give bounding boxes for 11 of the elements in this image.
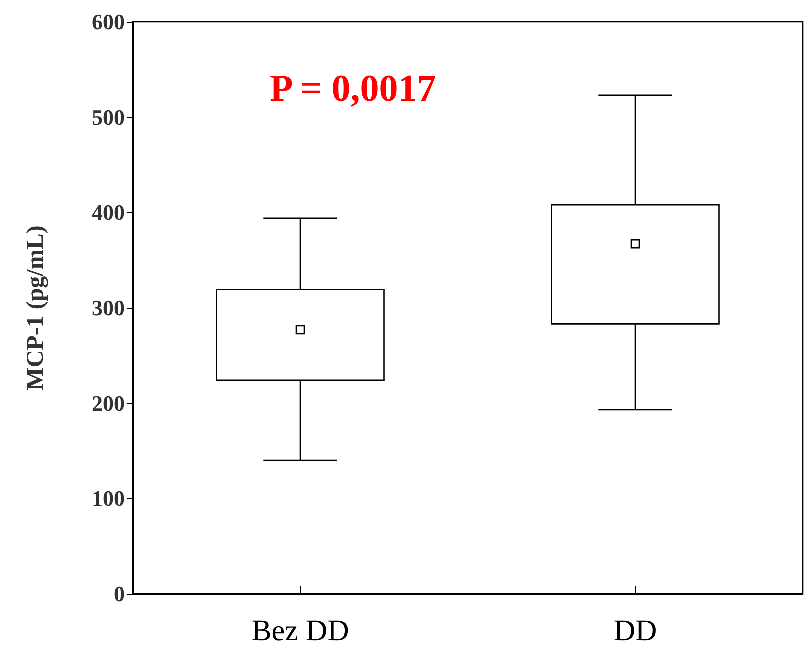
y-tick-label: 500 [92, 104, 125, 130]
y-tick-label: 400 [92, 200, 125, 226]
y-tick-label: 300 [92, 296, 125, 320]
y-tick-label: 600 [92, 10, 125, 34]
y-tick-label: 100 [92, 486, 125, 512]
y-tick-label: 0 [114, 582, 125, 606]
annotation: P = 0,0017 [270, 68, 436, 110]
x-tick-label: DD [614, 614, 658, 648]
y-axis-title: MCP-1 (pg/mL) [23, 226, 49, 390]
x-tick-label: Bez DD [252, 614, 350, 648]
y-tick-label: 200 [92, 390, 125, 416]
